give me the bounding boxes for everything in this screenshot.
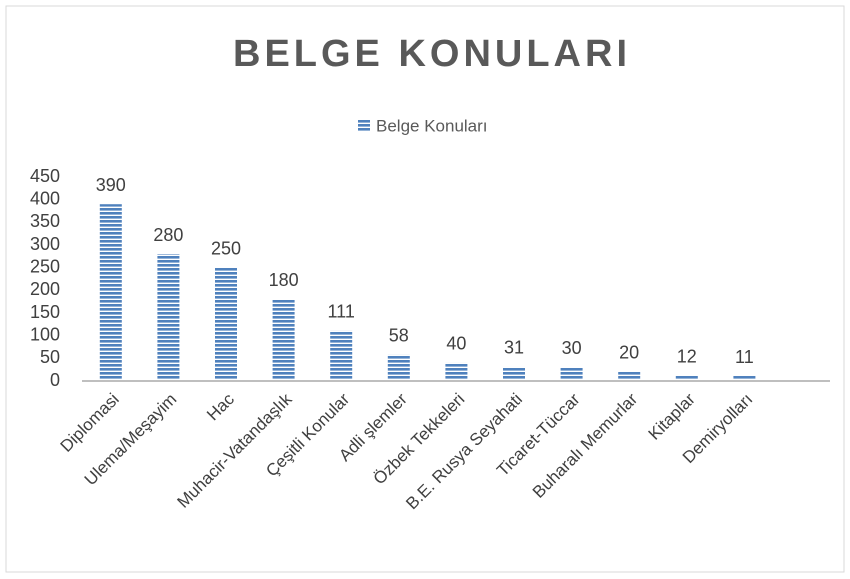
bar [618,371,641,381]
bar [675,375,698,381]
bar [560,367,583,381]
chart-title: BELGE KONULARI [233,33,631,75]
bar [445,362,468,381]
bar [272,299,295,381]
data-label: 250 [211,238,241,258]
data-label: 390 [96,175,126,195]
data-label: 111 [328,301,355,321]
bar [99,204,122,381]
legend-label: Belge Konuları [376,116,488,135]
bar [503,366,525,381]
data-label: 280 [153,225,183,245]
data-label: 31 [504,338,524,358]
legend-swatch [358,120,370,132]
y-tick-label: 200 [30,279,60,299]
y-tick-label: 100 [30,324,60,344]
y-tick-label: 450 [30,166,60,186]
data-label: 30 [562,338,582,358]
bar [215,267,237,381]
y-tick-label: 350 [30,211,60,231]
bar [733,376,756,381]
y-tick-label: 0 [50,370,60,390]
data-label: 20 [619,343,639,363]
y-tick-label: 50 [40,347,60,367]
y-tick-label: 250 [30,256,60,276]
y-tick-label: 400 [30,188,60,208]
bar [387,354,410,381]
data-label: 180 [269,270,299,290]
data-label: 58 [389,325,409,345]
bar [330,330,353,381]
bar [157,254,180,381]
data-label: 11 [735,347,754,367]
data-label: 40 [446,334,466,354]
chart-frame [5,5,845,573]
y-tick-label: 150 [30,302,60,322]
y-tick-label: 300 [30,234,60,254]
data-label: 12 [677,346,697,366]
